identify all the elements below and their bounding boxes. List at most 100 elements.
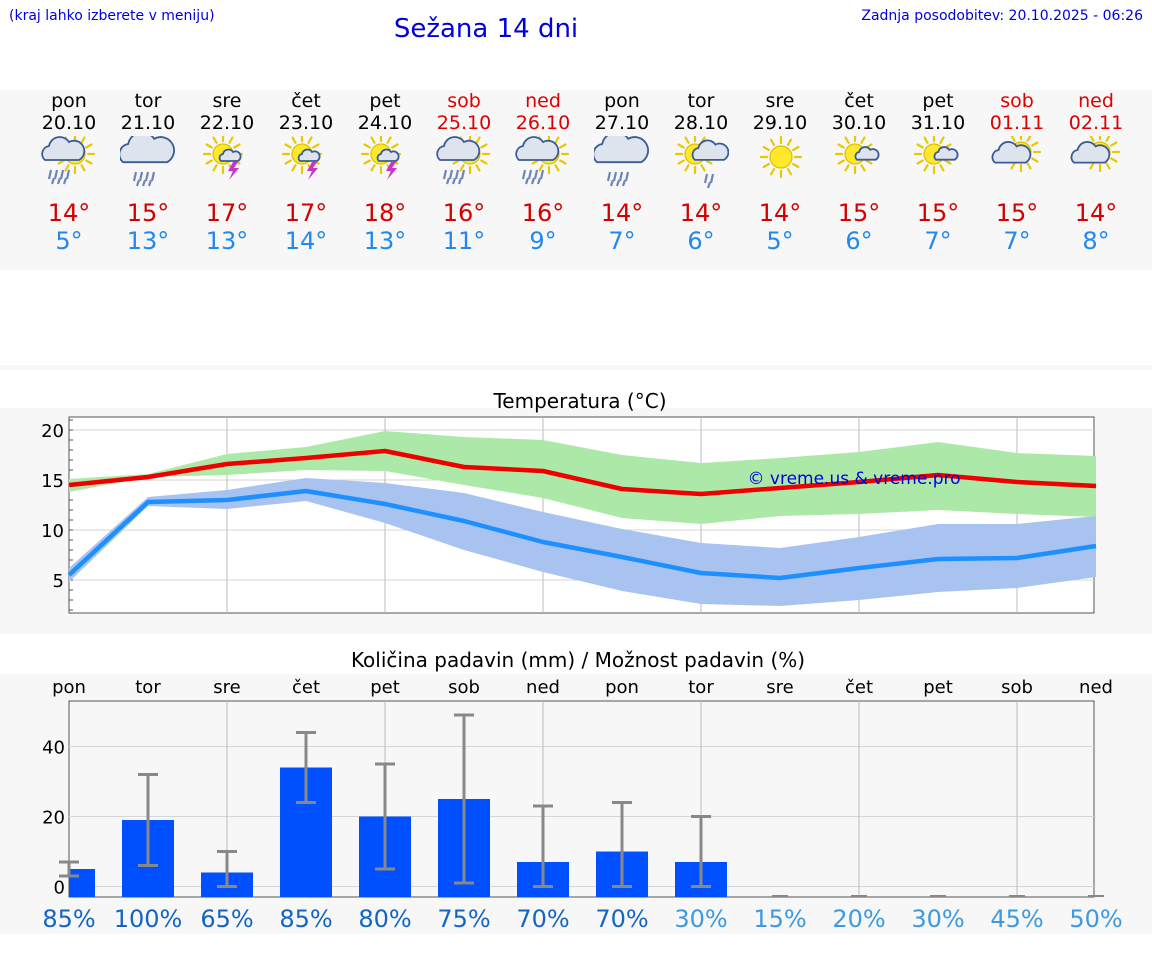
day-date: 27.10 [594, 112, 650, 134]
day-date: 02.11 [1068, 112, 1124, 134]
y-tick-label: 20 [41, 421, 64, 442]
spacer-panel [0, 365, 1152, 370]
temperature-chart-title: Temperatura (°C) [492, 389, 666, 413]
page-title: Sežana 14 dni [393, 14, 579, 44]
max-temp-line [68, 448, 1097, 497]
sun-cloud-rain-icon [41, 136, 96, 185]
day-date: 20.10 [41, 112, 97, 134]
sun-cloud-icon [1070, 136, 1121, 173]
day-min-temp: 11° [442, 227, 486, 255]
x-category-label: sre [213, 677, 240, 698]
day-min-temp: 7° [608, 227, 636, 255]
day-max-temp: 15° [837, 199, 881, 227]
cloud-rain-icon [120, 136, 175, 187]
day-name: pet [369, 90, 401, 112]
day-name: pet [922, 90, 954, 112]
x-category-label: tor [688, 677, 714, 698]
day-date: 28.10 [673, 112, 729, 134]
precipitation-probability: 50% [1069, 905, 1122, 933]
y-tick-label: 20 [42, 808, 65, 829]
day-min-temp: 6° [687, 227, 715, 255]
x-category-label: sob [448, 677, 480, 698]
day-max-temp: 16° [442, 199, 486, 227]
day-max-temp: 18° [363, 199, 407, 227]
last-update: Zadnja posodobitev: 20.10.2025 - 06:26 [861, 8, 1143, 24]
y-tick-label: 15 [41, 471, 64, 492]
day-max-temp: 14° [679, 199, 723, 227]
day-max-temp: 14° [600, 199, 644, 227]
day-min-temp: 9° [529, 227, 557, 255]
day-name: ned [525, 90, 561, 112]
watermark: © vreme.us & vreme.pro [747, 469, 960, 489]
day-date: 21.10 [120, 112, 176, 134]
sun-icon [759, 136, 803, 179]
location-hint: (kraj lahko izberete v meniju) [9, 8, 215, 24]
day-name: sre [212, 90, 242, 112]
day-max-temp: 17° [205, 199, 249, 227]
precipitation-chart: Količina padavin (mm) / Možnost padavin … [42, 648, 1123, 933]
day-min-temp: 7° [1003, 227, 1031, 255]
precipitation-plot-area [68, 700, 1095, 898]
day-name: tor [687, 90, 715, 112]
day-name: sre [765, 90, 795, 112]
day-date: 29.10 [752, 112, 808, 134]
temperature-chart: Temperatura (°C) 5 10 15 20 © vreme.us & vrem… [41, 389, 1097, 614]
sun-thunder-icon [281, 136, 323, 180]
sun-thunder-icon [202, 136, 244, 180]
day-max-temp: 15° [916, 199, 960, 227]
precipitation-bar [69, 869, 95, 897]
day-name: sob [447, 90, 481, 112]
x-category-label: ned [1079, 677, 1113, 698]
day-date: 22.10 [199, 112, 255, 134]
sun-small-cloud-icon [834, 136, 880, 175]
min-temp-line [67, 488, 1097, 581]
x-category-label: pet [370, 677, 400, 698]
day-min-temp: 13° [126, 227, 170, 255]
y-tick-label: 5 [53, 571, 64, 592]
sun-thunder-icon [360, 136, 402, 180]
x-category-label: čet [845, 677, 873, 698]
day-name: sob [1000, 90, 1034, 112]
day-max-temp: 14° [1074, 199, 1118, 227]
day-min-temp: 14° [284, 227, 328, 255]
precipitation-probability: 30% [674, 905, 727, 933]
day-max-temp: 14° [47, 199, 91, 227]
day-max-temp: 16° [521, 199, 565, 227]
day-min-temp: 5° [55, 227, 83, 255]
day-min-temp: 5° [766, 227, 794, 255]
forecast-panel [0, 90, 1152, 270]
day-min-temp: 6° [845, 227, 873, 255]
day-name: čet [844, 90, 874, 112]
day-date: 31.10 [910, 112, 966, 134]
sun-small-cloud-icon [913, 136, 959, 175]
y-tick-label: 0 [54, 878, 65, 899]
day-date: 25.10 [436, 112, 492, 134]
sun-cloud-drizzle-icon [674, 136, 729, 189]
x-category-label: tor [135, 677, 161, 698]
precipitation-probability: 85% [279, 905, 332, 933]
day-min-temp: 7° [924, 227, 952, 255]
day-date: 01.11 [989, 112, 1045, 134]
min-temp-band [69, 478, 1096, 606]
day-max-temp: 17° [284, 199, 328, 227]
cloud-rain-icon [594, 136, 649, 187]
day-name: tor [134, 90, 162, 112]
day-min-temp: 8° [1082, 227, 1110, 255]
x-category-label: pon [52, 677, 86, 698]
y-tick-label: 40 [42, 738, 65, 759]
x-category-label: sob [1001, 677, 1033, 698]
day-name: pon [51, 90, 87, 112]
precipitation-probability: 30% [911, 905, 964, 933]
precipitation-probability: 20% [832, 905, 885, 933]
precipitation-probability: 70% [595, 905, 648, 933]
day-date: 24.10 [357, 112, 413, 134]
x-category-label: sre [766, 677, 793, 698]
precipitation-probability: 85% [42, 905, 95, 933]
x-category-label: pet [923, 677, 953, 698]
day-max-temp: 15° [126, 199, 170, 227]
precipitation-probability: 45% [990, 905, 1043, 933]
x-category-label: ned [526, 677, 560, 698]
day-min-temp: 13° [205, 227, 249, 255]
precipitation-probability: 65% [200, 905, 253, 933]
day-name: pon [604, 90, 640, 112]
